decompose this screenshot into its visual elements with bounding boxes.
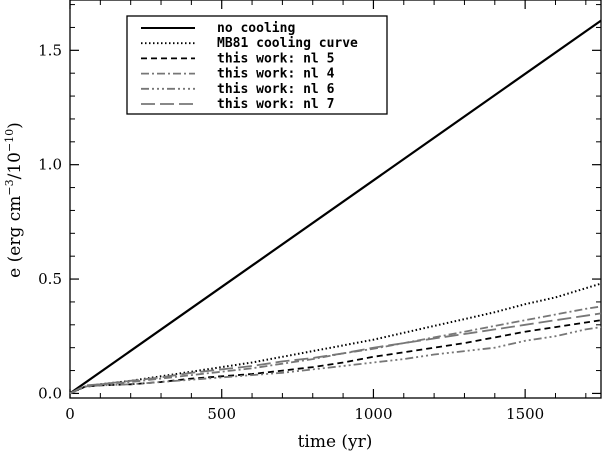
series-line-3 xyxy=(69,319,602,395)
plot-frame xyxy=(69,0,602,399)
legend-label: MB81 cooling curve xyxy=(217,36,358,51)
y-tick-labels: 0.0 0.5 1.0 1.5 xyxy=(38,41,62,402)
y-axis-label: e (erg cm−3/10−10) xyxy=(3,122,25,278)
y-tick-label: 0.5 xyxy=(38,270,62,288)
legend-label: this work: nl 4 xyxy=(217,67,335,82)
x-tick-label: 1500 xyxy=(506,405,544,423)
axis-ticks xyxy=(69,0,601,398)
legend-box xyxy=(126,15,388,115)
series-lines xyxy=(69,19,602,395)
x-tick-label: 1000 xyxy=(354,405,392,423)
y-tick-label: 0.0 xyxy=(38,384,62,402)
y-axis-label-mid: /10 xyxy=(5,152,25,179)
y-axis-label-end: ) xyxy=(5,122,25,129)
series-line-1 xyxy=(69,19,602,395)
legend-label: this work: nl 5 xyxy=(217,51,334,66)
x-tick-label: 500 xyxy=(207,405,236,423)
legend-label: no cooling xyxy=(217,21,295,36)
y-axis-label-exp2: −10 xyxy=(3,129,16,152)
y-tick-label: 1.5 xyxy=(38,41,62,59)
x-tick-labels: 0 500 1000 1500 xyxy=(65,405,544,423)
y-tick-label: 1.0 xyxy=(38,156,62,174)
x-tick-label: 0 xyxy=(65,405,75,423)
legend-label: this work: nl 7 xyxy=(217,97,334,112)
series-line-5 xyxy=(69,326,602,395)
series-line-6 xyxy=(69,312,602,395)
x-axis-label: time (yr) xyxy=(298,432,373,452)
series-line-4 xyxy=(69,305,602,395)
legend-label: this work: nl 6 xyxy=(217,82,335,97)
y-axis-label-exp1: −3 xyxy=(3,179,16,195)
y-axis-label-base: e (erg cm xyxy=(5,196,25,278)
